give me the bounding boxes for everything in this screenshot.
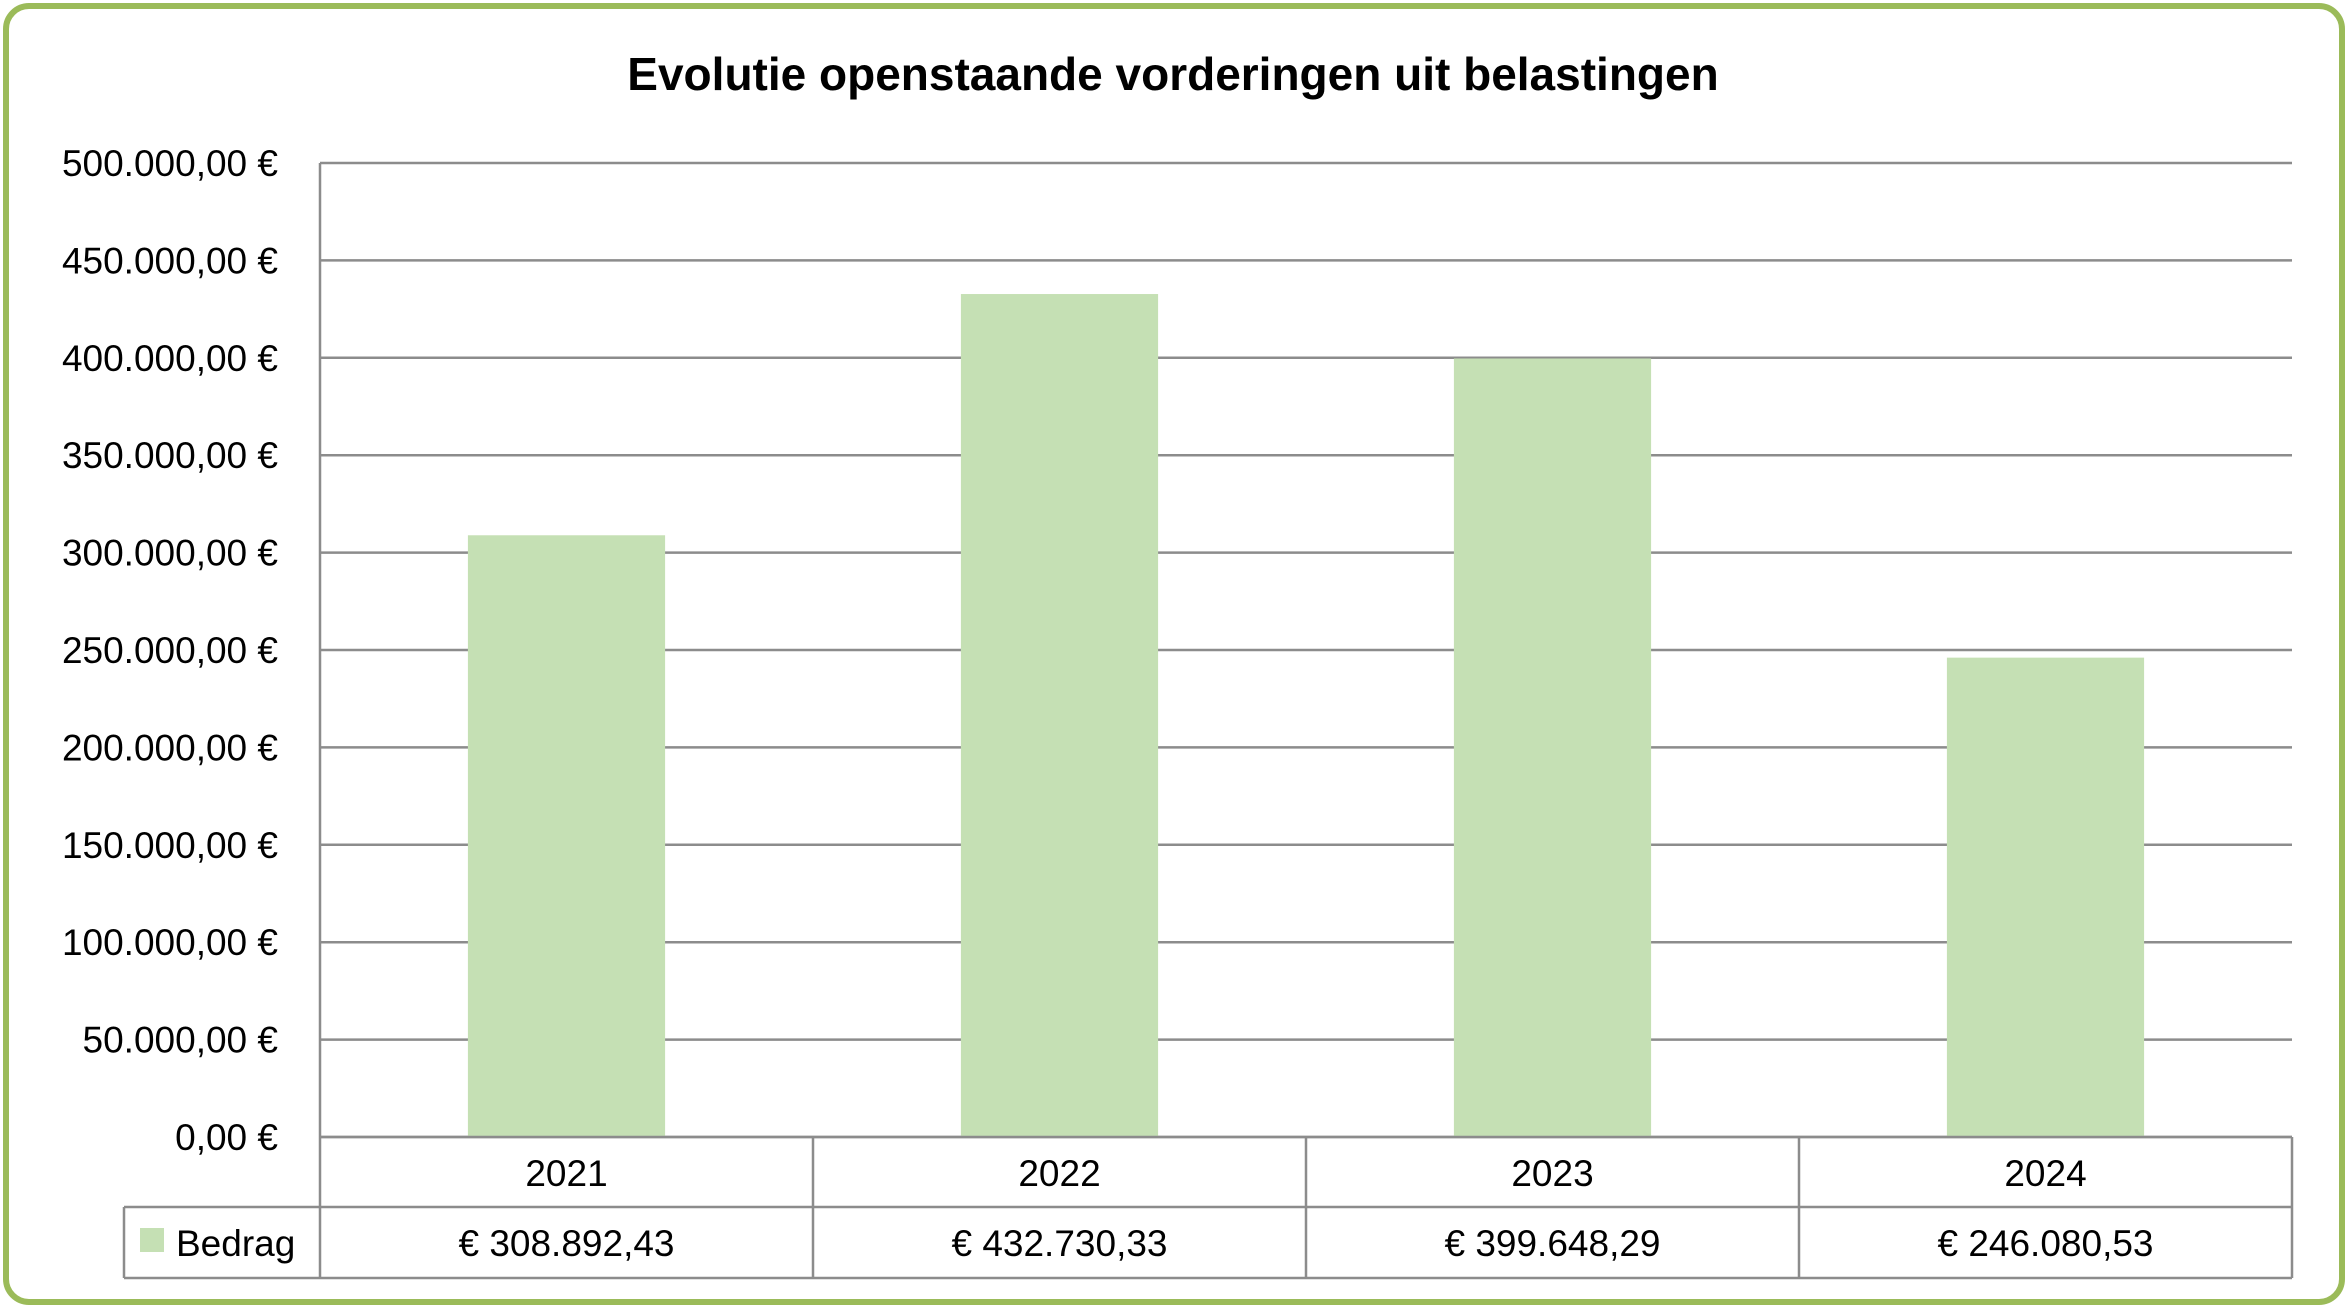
- y-tick-label: 150.000,00 €: [62, 825, 278, 866]
- y-axis-tick-labels: 0,00 € 50.000,00 € 100.000,00 € 150.000,00 …: [62, 143, 278, 1158]
- x-tick-label: 2022: [1018, 1153, 1100, 1194]
- table-value-cell: € 432.730,33: [951, 1223, 1167, 1264]
- x-tick-label: 2023: [1511, 1153, 1593, 1194]
- y-tick-label: 0,00 €: [175, 1117, 278, 1158]
- bar-2023: [1453, 358, 1652, 1138]
- bar-2021: [467, 535, 666, 1137]
- bar-2022: [960, 294, 1159, 1137]
- y-tick-label: 400.000,00 €: [62, 338, 278, 379]
- y-tick-label: 450.000,00 €: [62, 240, 278, 281]
- y-tick-label: 100.000,00 €: [62, 922, 278, 963]
- y-tick-label: 50.000,00 €: [83, 1020, 279, 1061]
- legend-swatch: [140, 1228, 164, 1252]
- x-tick-label: 2024: [2004, 1153, 2086, 1194]
- legend-label: Bedrag: [176, 1223, 295, 1264]
- y-tick-label: 350.000,00 €: [62, 435, 278, 476]
- table-value-cell: € 308.892,43: [458, 1223, 674, 1264]
- x-tick-label: 2021: [525, 1153, 607, 1194]
- y-tick-label: 500.000,00 €: [62, 143, 278, 184]
- bar-2024: [1946, 657, 2145, 1137]
- data-table: 2021 € 308.892,43 2022 € 432.730,33 2023 € 39…: [122, 163, 2294, 1280]
- y-tick-label: 300.000,00 €: [62, 533, 278, 574]
- y-tick-label: 200.000,00 €: [62, 727, 278, 768]
- bars: [467, 294, 2145, 1138]
- table-value-cell: € 246.080,53: [1937, 1223, 2153, 1264]
- table-value-cell: € 399.648,29: [1444, 1223, 1660, 1264]
- chart-title: Evolutie openstaande vorderingen uit bel…: [627, 48, 1718, 100]
- y-tick-label: 250.000,00 €: [62, 630, 278, 671]
